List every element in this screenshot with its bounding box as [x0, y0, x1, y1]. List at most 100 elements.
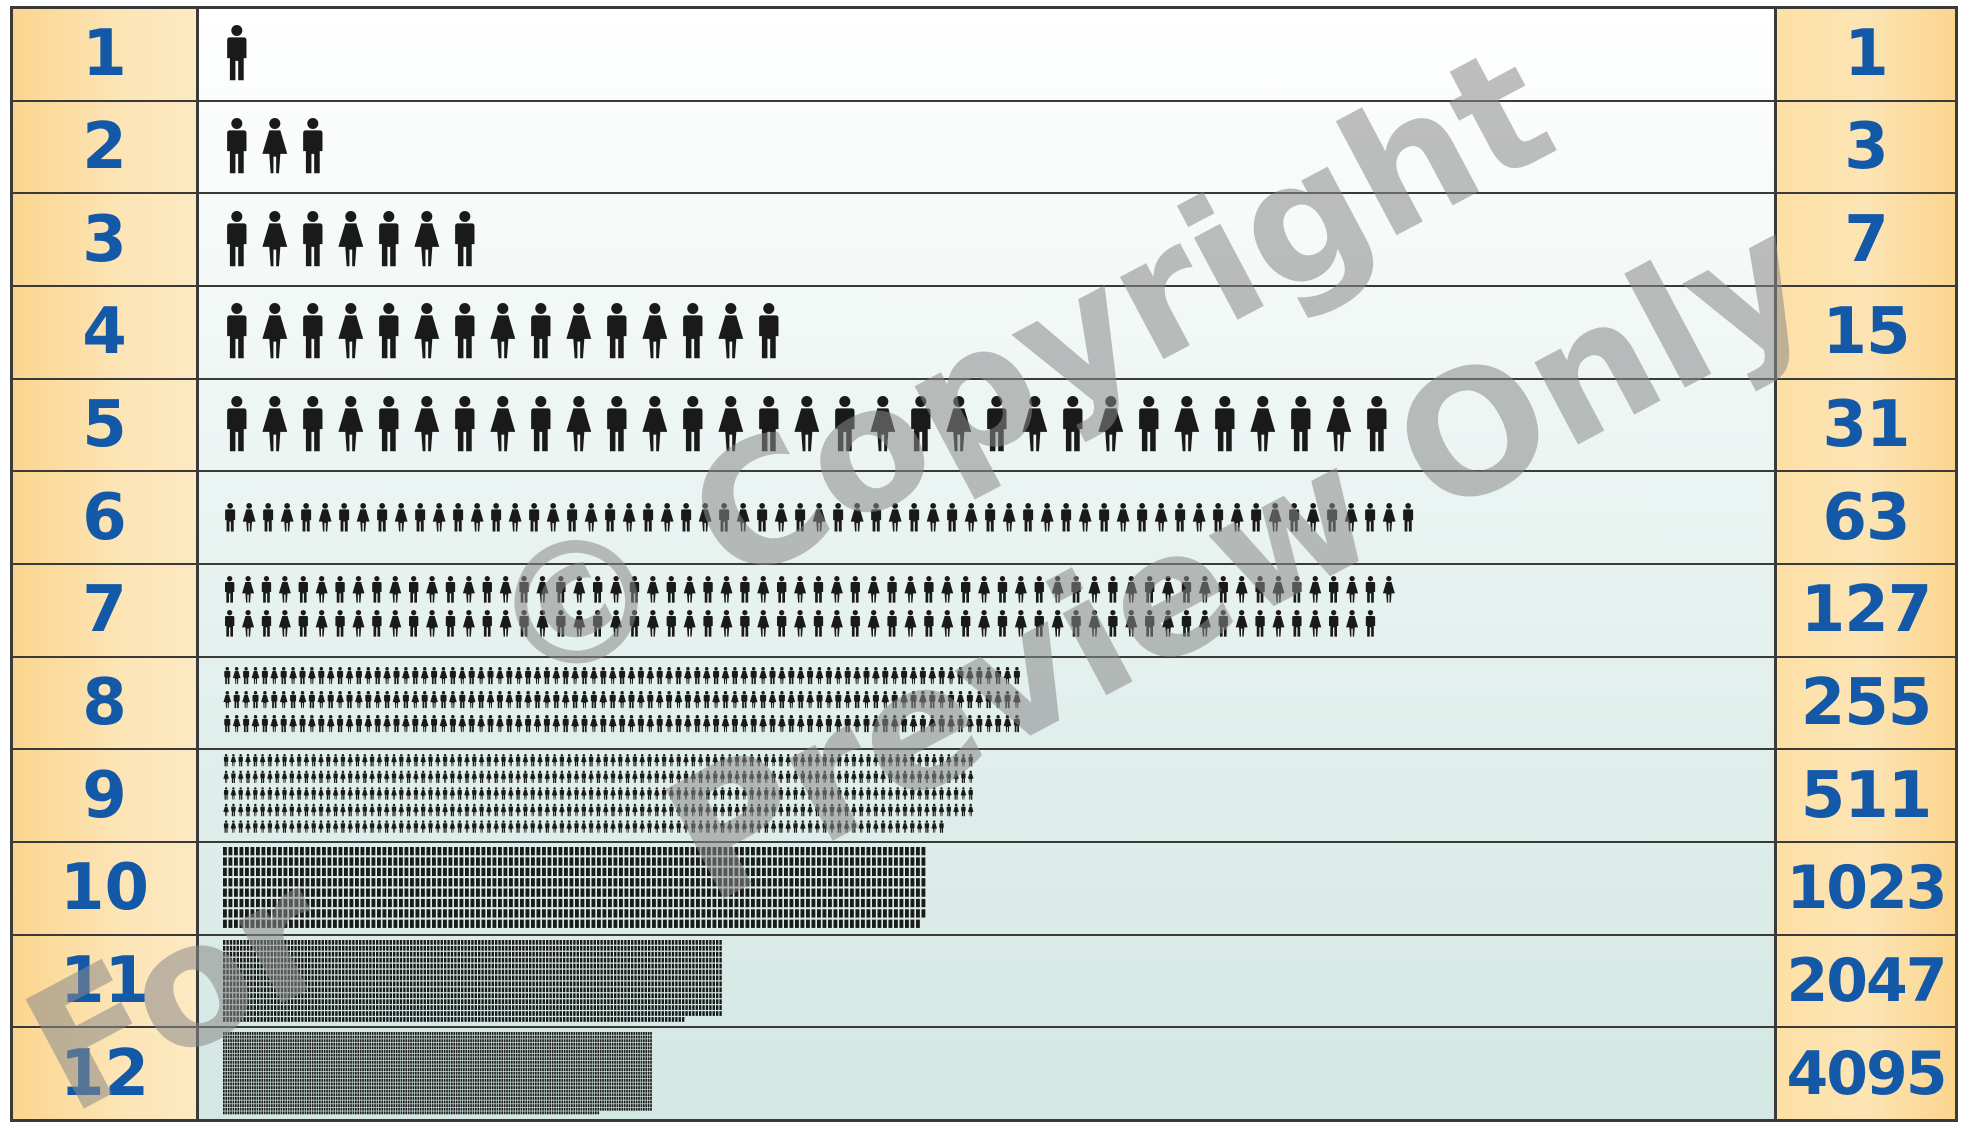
man-figure-icon — [587, 1046, 590, 1050]
man-figure-icon — [479, 770, 484, 784]
man-figure-icon — [917, 804, 922, 817]
man-figure-icon — [383, 1043, 386, 1046]
man-figure-icon — [295, 1046, 297, 1050]
woman-figure-icon — [389, 576, 402, 604]
woman-figure-icon — [627, 975, 630, 980]
woman-figure-icon — [586, 998, 590, 1004]
woman-figure-icon — [712, 957, 715, 963]
man-figure-icon — [274, 1016, 277, 1022]
woman-figure-icon — [294, 888, 299, 897]
man-figure-icon — [571, 1043, 573, 1046]
woman-figure-icon — [1198, 610, 1211, 638]
woman-figure-icon — [376, 939, 379, 945]
man-figure-icon — [308, 957, 311, 963]
woman-figure-icon — [478, 1010, 481, 1016]
man-figure-icon — [295, 1039, 297, 1043]
man-figure-icon — [866, 820, 871, 834]
woman-figure-icon — [437, 951, 440, 957]
woman-figure-icon — [561, 1032, 564, 1036]
man-figure-icon — [301, 945, 304, 951]
woman-figure-icon — [270, 981, 273, 986]
woman-figure-icon — [376, 1035, 379, 1039]
woman-figure-icon — [770, 754, 777, 767]
man-figure-icon — [751, 898, 755, 908]
man-figure-icon — [866, 754, 871, 767]
man-figure-icon — [287, 992, 290, 998]
woman-figure-icon — [230, 820, 237, 834]
woman-figure-icon — [890, 667, 899, 685]
man-figure-icon — [494, 804, 499, 817]
man-figure-icon — [553, 867, 557, 876]
woman-figure-icon — [492, 846, 497, 856]
woman-figure-icon — [683, 820, 689, 834]
man-figure-icon — [263, 951, 267, 957]
man-figure-icon — [894, 857, 898, 866]
woman-figure-icon — [685, 992, 688, 998]
man-figure-icon — [478, 1016, 481, 1022]
woman-figure-icon — [309, 1035, 312, 1039]
man-figure-icon — [762, 888, 766, 897]
woman-figure-icon — [289, 715, 297, 733]
man-figure-icon — [268, 1035, 271, 1039]
woman-figure-icon — [573, 963, 576, 968]
man-figure-icon — [260, 992, 263, 998]
woman-figure-icon — [292, 1046, 295, 1050]
woman-figure-icon — [405, 1035, 408, 1039]
man-figure-icon — [498, 878, 502, 887]
man-figure-icon — [413, 1010, 416, 1016]
man-figure-icon — [600, 981, 603, 986]
woman-figure-icon — [492, 919, 497, 928]
man-figure-icon — [611, 1032, 614, 1036]
man-figure-icon — [520, 1046, 523, 1050]
woman-figure-icon — [597, 1004, 600, 1010]
man-figure-icon — [307, 1035, 309, 1039]
woman-figure-icon — [462, 610, 475, 638]
woman-figure-icon — [646, 804, 653, 817]
woman-figure-icon — [741, 820, 748, 834]
woman-figure-icon — [719, 992, 722, 998]
man-figure-icon — [311, 909, 315, 918]
woman-figure-icon — [500, 804, 507, 817]
woman-figure-icon — [529, 992, 532, 998]
man-figure-icon — [656, 715, 663, 733]
woman-figure-icon — [365, 1004, 369, 1010]
woman-figure-icon — [382, 939, 386, 945]
man-figure-icon — [751, 878, 755, 887]
man-figure-icon — [668, 1004, 671, 1010]
man-figure-icon — [374, 1035, 376, 1039]
man-figure-icon — [566, 1043, 568, 1046]
woman-figure-icon — [822, 878, 827, 887]
woman-figure-icon — [607, 963, 610, 968]
man-figure-icon — [319, 1046, 321, 1050]
man-figure-icon — [311, 820, 316, 834]
man-figure-icon — [247, 1046, 249, 1050]
man-figure-icon — [223, 1046, 225, 1050]
man-figure-icon — [515, 691, 522, 709]
woman-figure-icon — [229, 969, 233, 974]
man-figure-icon — [544, 1046, 547, 1050]
woman-figure-icon — [314, 975, 318, 980]
woman-figure-icon — [1078, 502, 1092, 532]
woman-figure-icon — [454, 945, 457, 951]
man-figure-icon — [603, 820, 608, 834]
man-figure-icon — [382, 969, 386, 974]
woman-figure-icon — [457, 963, 460, 968]
woman-figure-icon — [470, 502, 484, 532]
woman-figure-icon — [855, 857, 860, 866]
woman-figure-icon — [323, 1043, 326, 1046]
woman-figure-icon — [436, 1032, 439, 1036]
man-figure-icon — [399, 878, 403, 887]
man-figure-icon — [377, 502, 388, 532]
woman-figure-icon — [899, 867, 904, 876]
man-figure-icon — [331, 1043, 333, 1046]
woman-figure-icon — [525, 1043, 528, 1046]
man-figure-icon — [311, 898, 315, 908]
woman-figure-icon — [228, 888, 233, 897]
man-figure-icon — [603, 986, 607, 992]
man-figure-icon — [590, 963, 593, 968]
woman-figure-icon — [569, 898, 574, 908]
man-figure-icon — [261, 610, 272, 638]
woman-figure-icon — [559, 1010, 562, 1016]
man-figure-icon — [873, 804, 878, 817]
man-figure-icon — [895, 787, 900, 800]
